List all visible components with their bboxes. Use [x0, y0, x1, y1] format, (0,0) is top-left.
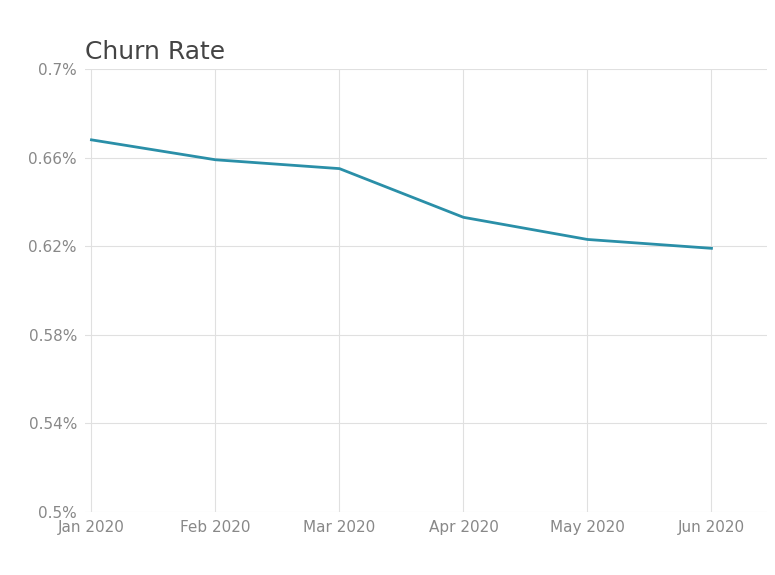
Text: Churn Rate: Churn Rate [85, 40, 226, 64]
